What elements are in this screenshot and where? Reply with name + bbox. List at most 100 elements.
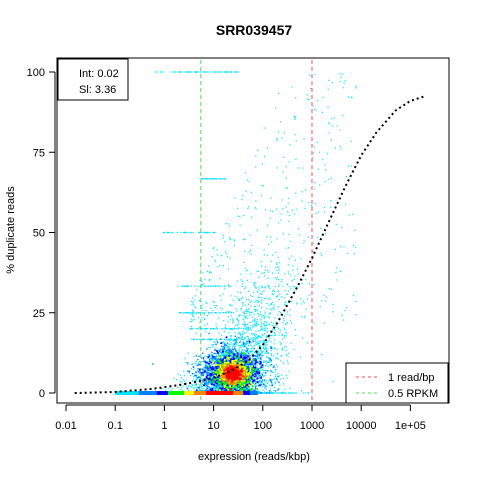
data-point [308,223,310,225]
data-point [244,304,246,306]
data-point [217,371,220,373]
data-point [209,231,211,234]
data-point [198,378,200,380]
data-point [259,300,261,302]
data-point [258,375,260,377]
data-point [193,388,195,390]
data-point [278,284,280,286]
data-point [209,365,211,367]
data-point [248,363,250,366]
data-point [241,383,244,386]
data-point [260,293,263,295]
data-point [226,387,229,389]
data-point [216,385,218,388]
data-point [205,363,207,366]
data-point [344,309,346,312]
data-point [206,302,208,305]
data-point [221,351,223,354]
data-point [244,388,247,390]
data-point [297,228,300,230]
data-point [262,346,265,348]
data-point [210,380,213,382]
data-point [191,328,193,330]
data-point [226,345,229,347]
data-point [270,345,272,348]
data-point [264,269,266,271]
data-point [261,374,264,376]
data-point [222,312,225,314]
data-point [255,321,258,323]
data-point [247,337,250,339]
data-point [271,383,274,385]
data-point [211,387,214,390]
data-point [289,319,291,322]
data-point [223,382,226,384]
data-point [246,380,249,383]
data-point [257,354,259,356]
data-point [207,372,209,374]
data-point [248,308,250,310]
data-point [256,378,258,381]
data-point [268,297,270,299]
data-point [290,300,292,303]
data-point [281,374,283,376]
data-point [268,323,270,325]
data-point [273,365,275,367]
data-point [294,118,296,121]
data-point [195,375,198,377]
data-point [280,121,282,123]
data-point [252,356,254,358]
data-point [248,388,250,390]
data-point [179,71,182,73]
data-point [251,377,254,379]
data-point [163,231,166,234]
data-point [242,342,245,344]
data-point [350,96,352,98]
data-point [222,71,224,73]
data-point [258,342,261,344]
data-point [194,362,197,364]
data-point [213,352,215,355]
data-point [239,314,241,316]
data-point [184,380,186,382]
data-point [208,313,210,315]
data-point [267,341,269,343]
data-point [224,339,226,341]
data-point [280,392,282,394]
data-point [245,316,247,319]
data-point [346,252,349,255]
data-point [201,387,203,390]
data-point [206,385,209,387]
data-point [219,338,222,340]
data-point [253,346,255,348]
data-point [248,251,250,253]
data-point [247,206,249,208]
data-point [236,71,239,73]
data-point [275,334,277,336]
data-point [188,384,190,387]
data-point [196,328,198,330]
data-point [224,285,226,287]
data-point [255,383,258,385]
data-point [328,178,330,181]
data-point [330,199,332,202]
data-point [276,262,278,264]
data-point [322,158,324,160]
data-point [306,342,308,344]
data-point [190,321,192,323]
data-point [299,356,302,358]
data-point [212,328,214,330]
data-point [220,299,222,301]
data-point [261,272,263,275]
data-point [248,329,250,331]
data-point [221,387,224,390]
data-point [226,382,229,385]
data-point [264,383,266,385]
data-point [244,354,246,356]
data-point [296,208,298,210]
data-point [253,282,255,284]
data-point [202,387,204,390]
data-point [218,376,220,378]
data-point [212,374,215,377]
data-point [245,327,247,329]
